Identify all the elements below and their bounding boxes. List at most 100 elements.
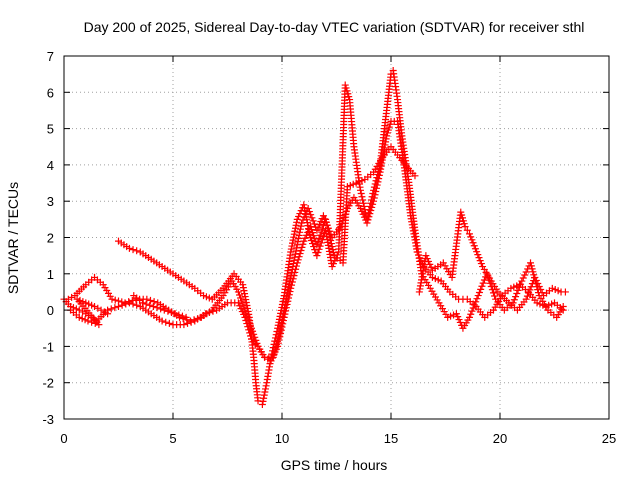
data-point (128, 296, 136, 304)
data-point (463, 226, 471, 234)
data-point (375, 164, 383, 172)
data-point (342, 207, 350, 215)
data-point (162, 318, 170, 326)
data-point (125, 298, 133, 306)
data-point (182, 313, 190, 321)
data-point (322, 218, 330, 226)
data-point (370, 186, 378, 194)
data-point (171, 310, 179, 318)
data-point (514, 286, 522, 294)
data-point (359, 199, 367, 207)
data-point (561, 288, 569, 296)
data-point (519, 274, 527, 282)
data-point (258, 400, 266, 408)
data-point (305, 208, 313, 216)
data-point (209, 307, 217, 315)
data-point (294, 238, 302, 246)
data-point (477, 285, 485, 293)
data-point (138, 299, 146, 307)
data-point (271, 337, 279, 345)
data-point (472, 298, 480, 306)
data-point (364, 209, 372, 217)
data-point (510, 296, 518, 304)
data-point (373, 174, 381, 182)
data-point (529, 268, 537, 276)
data-point (238, 297, 246, 305)
data-point (129, 246, 137, 254)
data-point (478, 282, 486, 290)
data-point (469, 304, 477, 312)
data-point (411, 172, 419, 180)
data-point (469, 239, 477, 247)
data-point (309, 240, 317, 248)
data-point (474, 251, 482, 259)
data-point (235, 291, 243, 299)
data-point (307, 211, 315, 219)
data-point (291, 250, 299, 258)
y-tick-label: 6 (47, 85, 54, 100)
data-point (489, 289, 497, 297)
y-axis-label: SDTVAR / TECUs (5, 182, 21, 294)
data-point (374, 170, 382, 178)
data-point (515, 283, 523, 291)
data-point (527, 259, 535, 267)
data-point (293, 244, 301, 252)
y-tick-label: -2 (42, 376, 54, 391)
data-point (240, 303, 248, 311)
data-point (341, 211, 349, 219)
data-point (465, 230, 473, 238)
data-point (133, 301, 141, 309)
data-point (467, 233, 475, 241)
data-point (528, 265, 536, 273)
data-point (317, 239, 325, 247)
data-point (323, 221, 331, 229)
data-point (326, 227, 334, 235)
data-point (259, 397, 267, 405)
data-point (133, 247, 141, 255)
data-point (526, 286, 534, 294)
data-point (306, 234, 314, 241)
data-point (321, 215, 329, 223)
data-point (468, 307, 476, 315)
data-point (296, 228, 304, 236)
data-point (525, 289, 533, 297)
data-point (316, 231, 324, 239)
data-point (253, 339, 261, 347)
data-point (111, 304, 119, 312)
x-tick-label: 0 (60, 431, 67, 446)
data-point (523, 292, 531, 300)
data-point (522, 268, 530, 276)
data-point (483, 270, 491, 278)
data-point (461, 223, 469, 231)
data-point (290, 259, 298, 267)
data-point (296, 225, 304, 233)
data-point (168, 309, 176, 317)
data-point (84, 317, 92, 325)
chart-title: Day 200 of 2025, Sidereal Day-to-day VTE… (84, 19, 585, 35)
data-point (125, 244, 133, 252)
data-point (372, 177, 380, 185)
data-point (271, 334, 279, 342)
data-point (252, 336, 260, 344)
data-point (559, 302, 567, 310)
data-point (165, 319, 173, 327)
data-point (121, 299, 129, 307)
data-point (313, 252, 321, 260)
data-point (295, 231, 303, 239)
data-point (535, 283, 543, 291)
data-point (308, 214, 316, 222)
x-tick-label: 5 (169, 431, 176, 446)
data-point (190, 316, 198, 324)
data-point (108, 295, 116, 303)
data-point (273, 327, 281, 335)
data-point (491, 292, 499, 300)
data-point (146, 296, 154, 304)
data-point (534, 279, 542, 287)
data-point (370, 183, 378, 191)
data-point (269, 344, 277, 352)
data-point (260, 394, 268, 402)
data-point (270, 340, 278, 348)
data-point (521, 271, 529, 279)
data-point (180, 321, 188, 329)
x-tick-label: 15 (384, 431, 398, 446)
